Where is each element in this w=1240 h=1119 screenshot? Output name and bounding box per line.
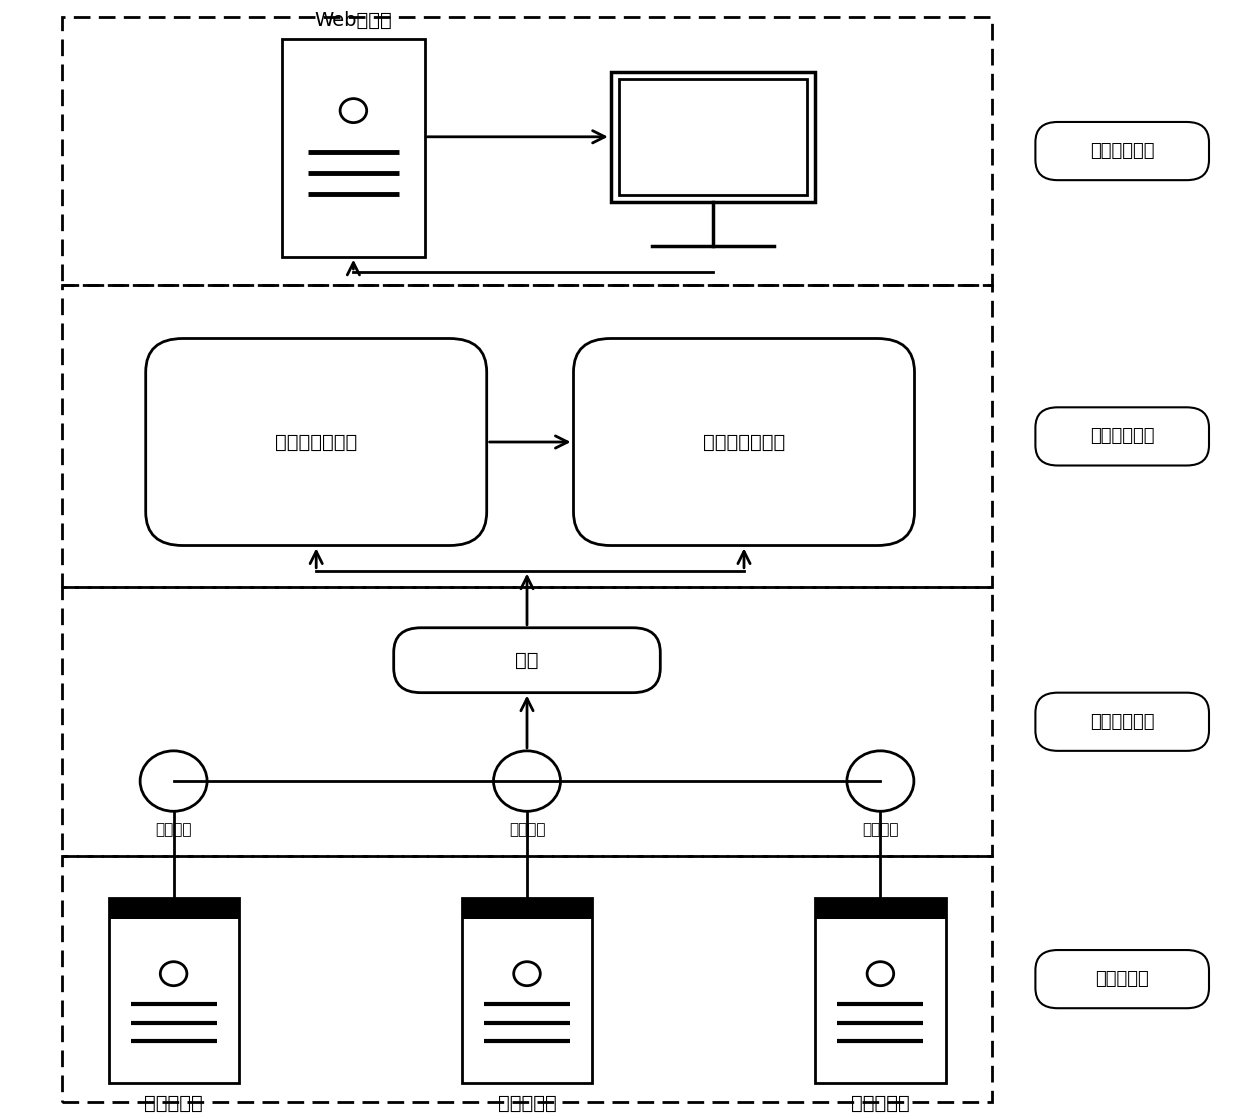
Bar [816, 897, 945, 919]
Text: 日志存储服务器: 日志存储服务器 [275, 433, 357, 451]
FancyBboxPatch shape [573, 338, 915, 546]
FancyBboxPatch shape [1035, 407, 1209, 466]
Bar [109, 897, 238, 1083]
Text: 日志采集模块: 日志采集模块 [1090, 713, 1154, 731]
Text: 日志代理: 日志代理 [862, 822, 899, 837]
Text: 日志代理: 日志代理 [508, 822, 546, 837]
Text: 客户服务器: 客户服务器 [851, 1094, 910, 1112]
Text: 客户服务器: 客户服务器 [497, 1094, 557, 1112]
Bar [816, 897, 945, 1083]
Text: 日志分析服务器: 日志分析服务器 [703, 433, 785, 451]
Bar [619, 79, 806, 195]
Bar [610, 72, 816, 203]
Text: 缓存: 缓存 [516, 651, 538, 669]
Bar [62, 17, 992, 285]
FancyBboxPatch shape [394, 628, 660, 693]
Bar [461, 897, 591, 919]
Bar [461, 897, 591, 1083]
Bar [62, 285, 992, 587]
Text: 存储分析模块: 存储分析模块 [1090, 427, 1154, 445]
Text: 日志代理: 日志代理 [155, 822, 192, 837]
Bar [281, 38, 424, 257]
Text: Web服务器: Web服务器 [315, 11, 392, 29]
Text: 被监控系统: 被监控系统 [1095, 970, 1149, 988]
Text: 客户服务器: 客户服务器 [144, 1094, 203, 1112]
Bar [109, 897, 238, 919]
FancyBboxPatch shape [1035, 950, 1209, 1008]
Bar [62, 587, 992, 856]
Text: 前端展示模块: 前端展示模块 [1090, 142, 1154, 160]
Bar [62, 856, 992, 1102]
FancyBboxPatch shape [1035, 122, 1209, 180]
FancyBboxPatch shape [1035, 693, 1209, 751]
FancyBboxPatch shape [146, 338, 486, 546]
